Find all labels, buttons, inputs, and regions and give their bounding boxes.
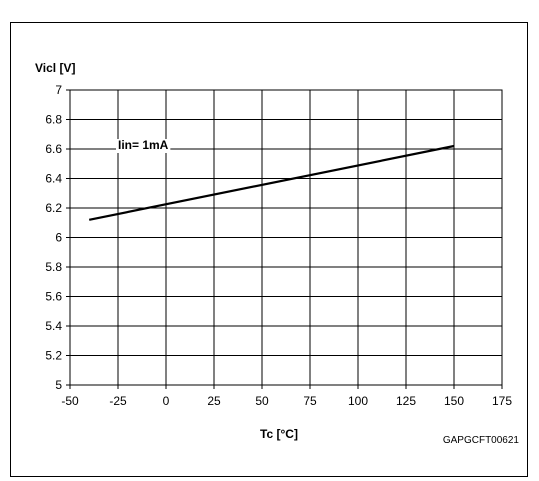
x-tick-label: 150 <box>444 394 464 408</box>
figure-code: GAPGCFT00621 <box>443 435 520 446</box>
y-tick-label: 5.6 <box>45 290 62 304</box>
y-tick-label: 6.6 <box>45 142 62 156</box>
x-tick-label: 75 <box>303 394 317 408</box>
y-tick-label: 6 <box>55 231 62 245</box>
x-tick-label: 50 <box>255 394 269 408</box>
series-line <box>88 144 455 221</box>
y-tick-label: 7 <box>55 83 62 97</box>
x-tick-label: -25 <box>109 394 127 408</box>
x-tick-label: 100 <box>348 394 368 408</box>
annotation-background <box>116 139 171 153</box>
x-tick-label: 0 <box>163 394 170 408</box>
plot-border <box>69 89 503 386</box>
x-tick-label: 125 <box>396 394 416 408</box>
annotations: Iin= 1mA <box>116 138 171 153</box>
y-tick-label: 5.2 <box>45 349 62 363</box>
x-axis-label: Tc [°C] <box>260 427 298 441</box>
y-tick-label: 5.8 <box>45 260 62 274</box>
y-axis-label: Vicl [V] <box>35 61 75 75</box>
y-tick-label: 5.4 <box>45 319 62 333</box>
chart-frame <box>10 22 528 477</box>
x-tick-label: -50 <box>61 394 79 408</box>
series-lines <box>88 144 455 221</box>
x-tick-label: 25 <box>207 394 221 408</box>
grid <box>66 89 503 389</box>
y-tick-label: 6.4 <box>45 172 62 186</box>
y-tick-label: 6.2 <box>45 201 62 215</box>
tick-labels: 5 5.2 5.4 5.6 5.8 6 6.2 6.4 6.6 6.8 7 -50 -25 0 25 50 75… <box>45 83 512 408</box>
y-tick-label: 6.8 <box>45 113 62 127</box>
y-tick-label: 5 <box>55 378 62 392</box>
annotation-text: Iin= 1mA <box>118 138 169 152</box>
x-tick-label: 175 <box>492 394 512 408</box>
